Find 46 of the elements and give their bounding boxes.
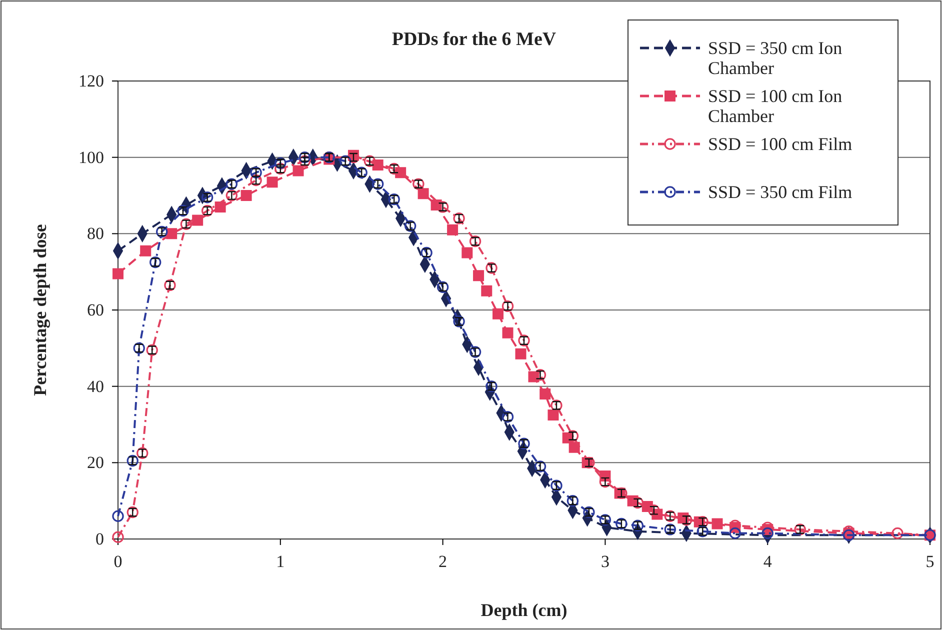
point (729, 527, 741, 540)
point (462, 247, 473, 258)
x-tick-label: 3 (600, 552, 610, 572)
point (166, 228, 178, 240)
y-tick-label: 60 (87, 300, 104, 320)
legend-label: SSD = 350 cm Ion Chamber (708, 38, 842, 78)
point (568, 442, 580, 453)
point (502, 327, 514, 338)
y-tick-label: 80 (87, 224, 104, 244)
y-tick-label: 20 (87, 453, 104, 472)
y-tick-label: 40 (87, 376, 104, 396)
point (473, 270, 484, 282)
point (192, 214, 204, 226)
point (140, 245, 152, 256)
y-tick-label: 0 (96, 529, 104, 548)
point (712, 518, 723, 530)
legend-label: SSD = 100 cm Film (708, 134, 852, 154)
point (892, 527, 904, 540)
x-tick-label: 2 (438, 552, 448, 572)
point (418, 188, 429, 200)
point (481, 285, 492, 296)
point (842, 529, 855, 542)
y-axis-title: Percentage depth dose (30, 224, 50, 396)
x-tick-label: 5 (926, 552, 934, 572)
point (266, 176, 278, 188)
point (762, 527, 774, 540)
point (447, 224, 458, 236)
point (214, 201, 226, 212)
point (112, 268, 124, 280)
point (492, 308, 504, 320)
x-axis-title: Depth (cm) (480, 600, 568, 620)
x-tick-label: 0 (114, 552, 122, 572)
x-tick-label: 1 (276, 552, 285, 572)
legend-label: SSD = 350 cm Film (708, 182, 852, 202)
point (515, 348, 526, 360)
y-tick-label: 100 (78, 148, 104, 167)
point (292, 165, 304, 176)
chart-title: PDDs for the 6 MeV (392, 29, 556, 50)
point (112, 531, 124, 543)
point (240, 190, 252, 201)
point (112, 510, 124, 522)
point (548, 409, 559, 420)
y-tick-label: 120 (78, 71, 104, 90)
x-tick-label: 4 (763, 552, 772, 572)
point (540, 388, 551, 400)
legend-label: SSD = 100 cm Ion Chamber (708, 86, 842, 126)
